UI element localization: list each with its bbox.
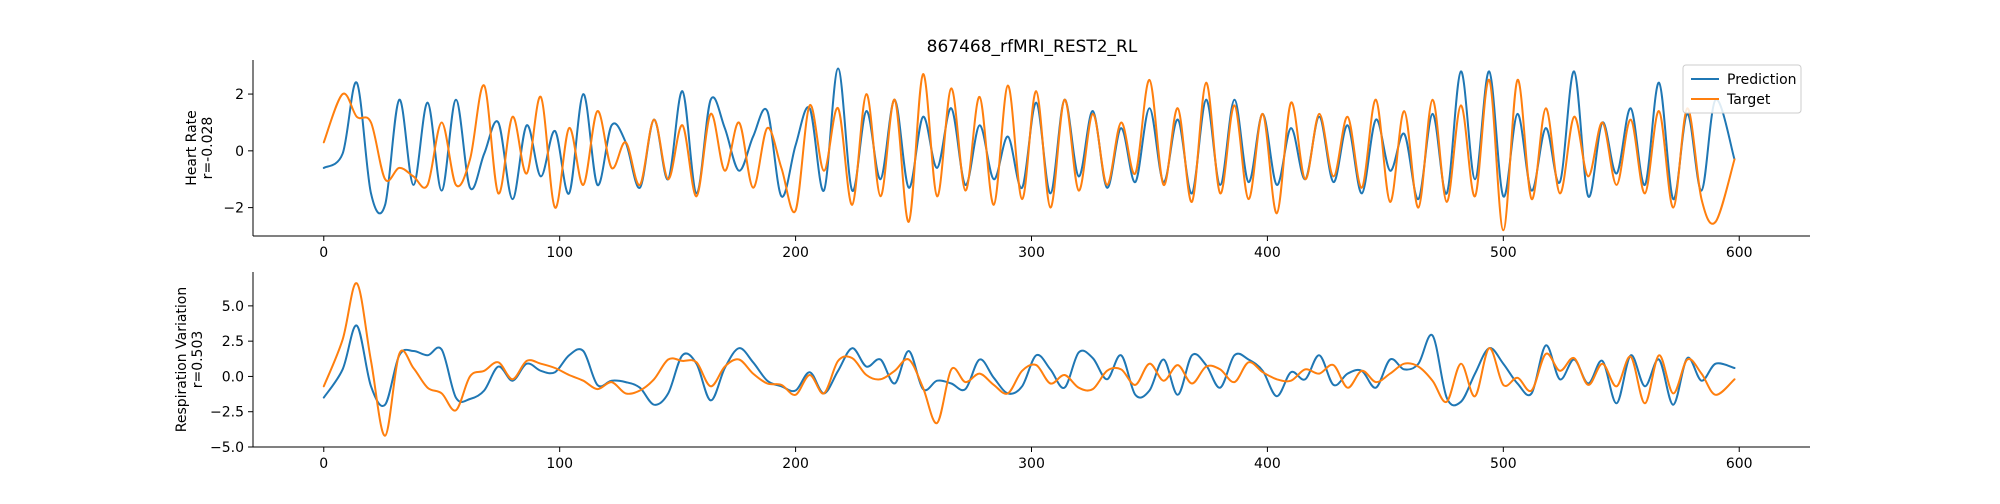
x-tick-label: 0	[319, 245, 328, 261]
legend-box	[1682, 64, 1802, 114]
x-tick-label: 300	[1018, 456, 1045, 472]
x-tick-label: 200	[782, 245, 809, 261]
series-line-target	[322, 282, 1736, 437]
x-tick-label: 100	[546, 245, 573, 261]
x-tick-label: 0	[319, 456, 328, 472]
legend-label-target: Target	[1726, 92, 1771, 108]
y-tick-label: −5.0	[210, 440, 244, 456]
respiration-panel: 0 100 200 300 400 500 600 −5.0 −2.5 0.0 2.5 5.0 Resp…	[174, 272, 1810, 472]
y-axis-label-line: r=-0.028	[200, 117, 216, 180]
chart-legend: Prediction Target	[1682, 64, 1802, 114]
y-tick-label: 2.5	[222, 334, 244, 350]
x-tick-label: 400	[1254, 245, 1281, 261]
x-tick-label: 400	[1254, 456, 1281, 472]
y-tick-label: 0	[235, 144, 244, 160]
y-tick-label: 5.0	[222, 299, 244, 315]
y-tick-label: 2	[235, 87, 244, 103]
y-axis-label-line: Heart Rate	[184, 110, 200, 186]
x-tick-label: 500	[1490, 456, 1517, 472]
y-axis-label: Respiration Variationr=0.503	[174, 287, 206, 433]
y-tick-label: 0.0	[222, 369, 244, 385]
heart-rate-panel: 0 100 200 300 400 500 600 −2 0 2 Heart Rater=-0.02…	[184, 60, 1810, 261]
x-tick-label: 200	[782, 456, 809, 472]
y-tick-label: −2.5	[210, 405, 244, 421]
y-axis-label: Heart Rater=-0.028	[184, 110, 216, 186]
legend-label-prediction: Prediction	[1727, 72, 1797, 88]
x-tick-label: 600	[1726, 245, 1753, 261]
x-tick-label: 500	[1490, 245, 1517, 261]
x-tick-label: 600	[1726, 456, 1753, 472]
y-tick-label: −2	[223, 201, 244, 217]
series-line-prediction	[322, 324, 1736, 407]
y-axis-label-line: r=0.503	[190, 331, 206, 389]
x-tick-label: 100	[546, 456, 573, 472]
x-tick-label: 300	[1018, 245, 1045, 261]
y-axis-label-line: Respiration Variation	[174, 287, 190, 433]
series-line-target	[322, 73, 1736, 232]
chart-title: 867468_rfMRI_REST2_RL	[927, 37, 1138, 57]
